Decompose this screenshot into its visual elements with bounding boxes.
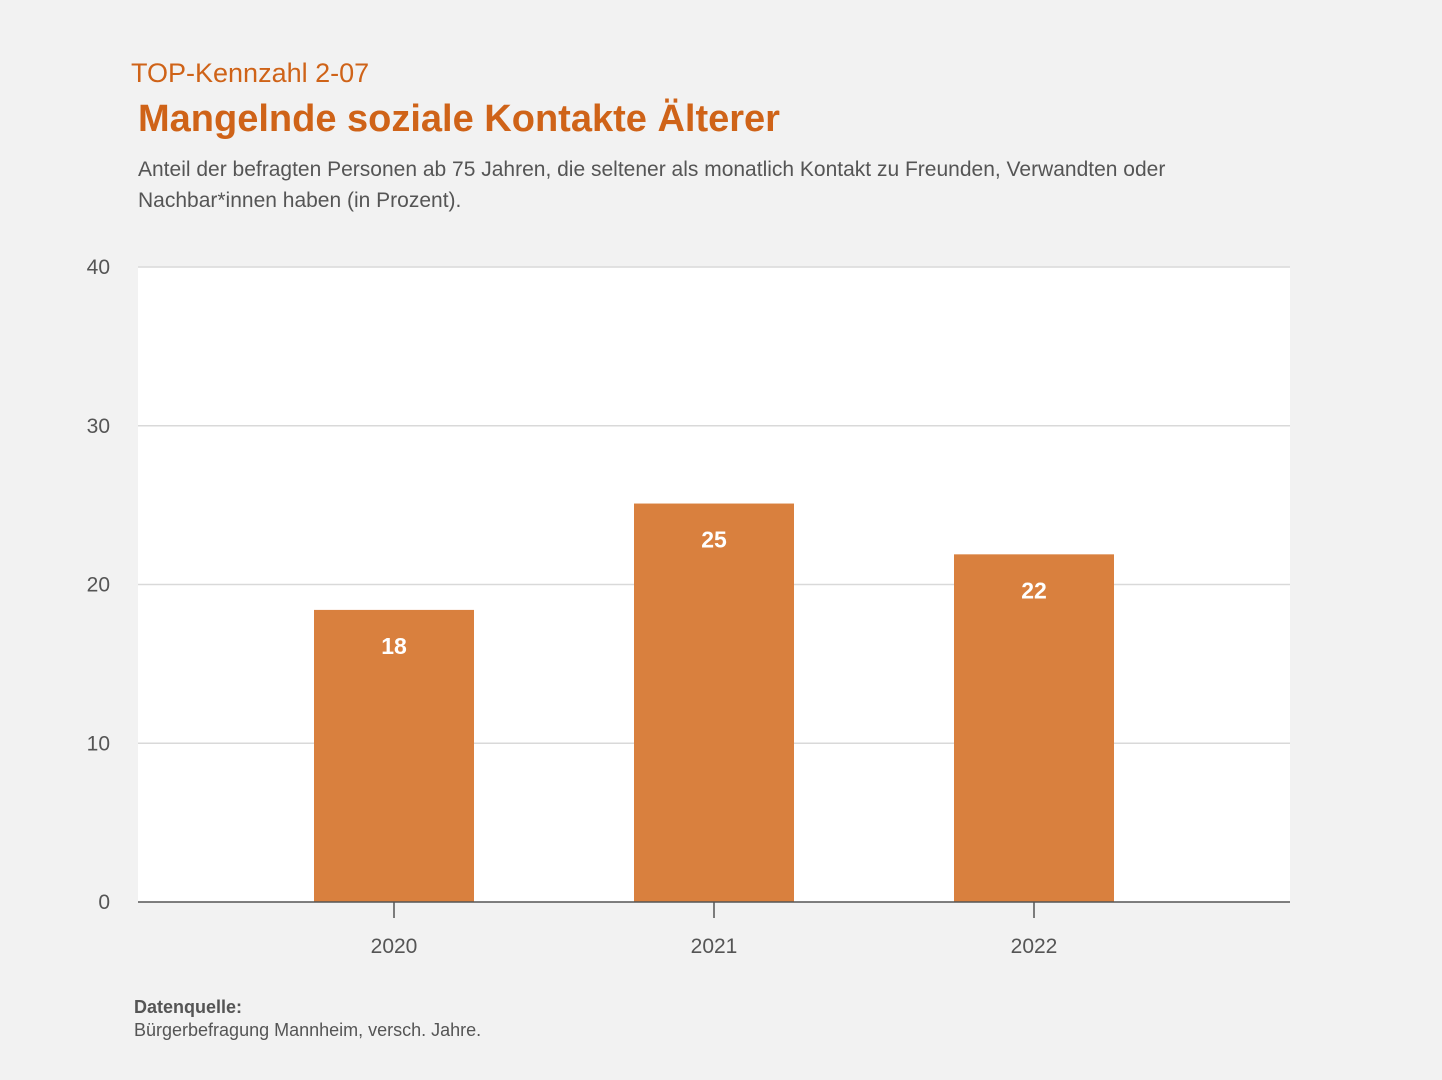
chart-kicker: TOP-Kennzahl 2-07 xyxy=(131,58,370,88)
chart-subtitle: Anteil der befragten Personen ab 75 Jahr… xyxy=(138,158,1166,212)
y-tick-label-20: 20 xyxy=(87,574,110,597)
x-tick-label-2022: 2022 xyxy=(1011,935,1058,958)
bar-value-label-2020: 18 xyxy=(381,633,407,659)
bars xyxy=(314,503,1114,902)
x-tick-label-2021: 2021 xyxy=(691,935,738,958)
bar-value-label-2022: 22 xyxy=(1021,577,1047,603)
axes xyxy=(138,901,1290,918)
y-tick-label-0: 0 xyxy=(98,891,110,914)
y-tick-label-40: 40 xyxy=(87,256,110,279)
source-text: Bürgerbefragung Mannheim, versch. Jahre. xyxy=(134,1020,482,1040)
bar-2021 xyxy=(634,503,794,902)
bar-2022 xyxy=(954,554,1114,902)
bar-2020 xyxy=(314,609,474,902)
bar-value-label-2021: 25 xyxy=(701,527,727,553)
chart-title: Mangelnde soziale Kontakte Älterer xyxy=(138,98,780,140)
y-tick-label-30: 30 xyxy=(87,415,110,438)
data-source: Datenquelle: Bürgerbefragung Mannheim, v… xyxy=(134,996,481,1042)
y-tick-label-10: 10 xyxy=(87,732,110,755)
labels: 0 10 20 30 40 18 2020 25 2021 22 2022 xyxy=(87,256,1058,958)
source-heading: Datenquelle: xyxy=(134,997,243,1017)
x-tick-label-2020: 2020 xyxy=(371,935,418,958)
